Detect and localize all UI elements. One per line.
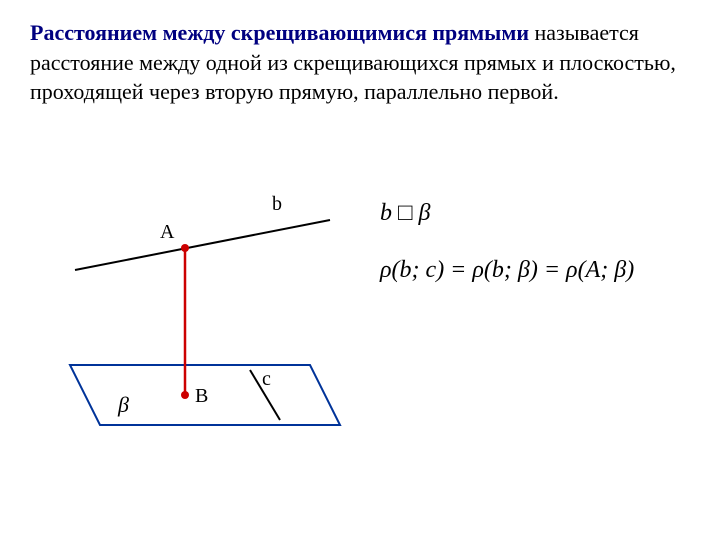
label-beta: β — [117, 392, 129, 417]
label-b: b — [272, 193, 282, 215]
diagram-svg: b А В β c — [40, 180, 360, 480]
geometry-diagram: b А В β c — [40, 180, 360, 480]
label-c: c — [262, 368, 271, 390]
label-a: А — [160, 221, 175, 243]
definition-term: Расстоянием между скрещивающимися прямым… — [30, 20, 529, 45]
formula-block: b □ β ρ(b; c) = ρ(b; β) = ρ(A; β) — [380, 200, 710, 314]
formula-1: b □ β — [380, 200, 710, 227]
formula-2: ρ(b; c) = ρ(b; β) = ρ(A; β) — [380, 257, 710, 284]
formula-2-text: ρ(b; c) = ρ(b; β) = ρ(A; β) — [380, 257, 634, 283]
formula-1-text: b □ β — [380, 200, 430, 226]
line-b — [75, 220, 330, 270]
definition-text: Расстоянием между скрещивающимися прямым… — [30, 18, 690, 107]
point-a — [181, 244, 189, 252]
point-b — [181, 391, 189, 399]
label-bpoint: В — [195, 385, 208, 407]
